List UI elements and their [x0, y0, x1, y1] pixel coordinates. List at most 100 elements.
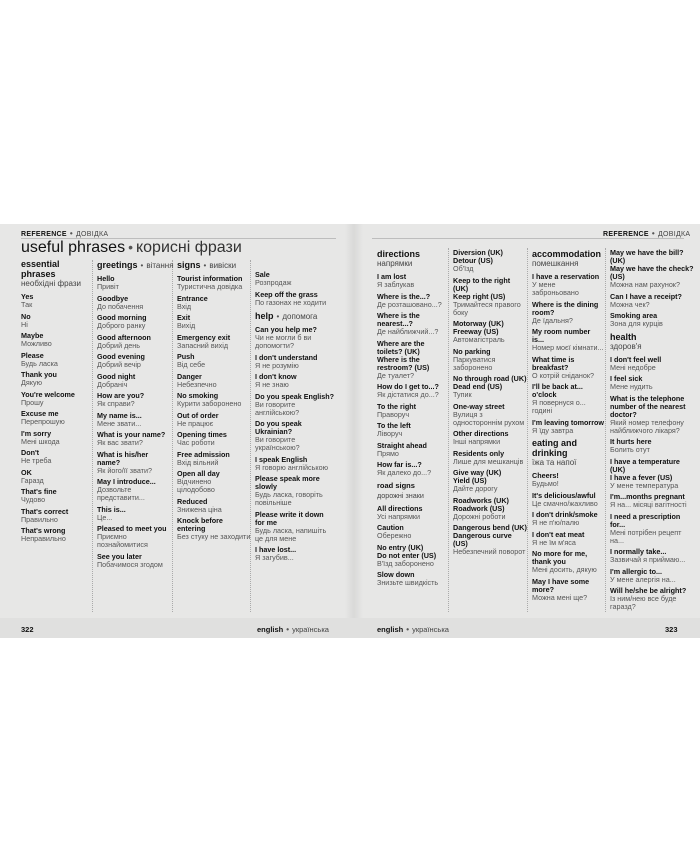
phrase-ukrainian: Знизьте швидкість: [377, 578, 439, 587]
phrase-english: Good night: [97, 371, 136, 381]
phrase-english: health: [610, 331, 637, 342]
bullet-separator: •: [140, 261, 144, 270]
phrase-entry: Dangerous bend (UK) Dangerous curve (US)…: [453, 524, 527, 556]
phrase-english: Do you speak English?: [255, 391, 335, 401]
phrase-ukrainian: Небезпечний поворот: [453, 547, 526, 556]
phrase-entry: I'm...months pregnant Я на... місяці вагі…: [610, 493, 694, 509]
phrase-english: Sale: [255, 270, 270, 279]
phrase-entry: No more for me, thank you Мені досить, дя…: [532, 550, 604, 574]
phrase-entry: Do you speak Ukrainian? Ви говорите украї…: [255, 420, 335, 452]
phrase-entry: To the left Ліворуч: [377, 422, 447, 438]
column-help: Sale Розпродаж Keep off the grass По газона…: [255, 271, 335, 566]
phrase-english: Thank you: [21, 370, 57, 379]
phrase-ukrainian: У мене температура: [610, 480, 679, 490]
phrase-ukrainian: Добрий вечір: [97, 360, 141, 369]
phrase-english: No: [21, 311, 31, 321]
phrase-ukrainian: Мене нудить: [610, 382, 653, 391]
phrase-ukrainian: По газонах не ходити: [255, 297, 327, 307]
phrase-english: OK: [21, 467, 32, 477]
phrase-english: I have a reservation: [532, 272, 600, 281]
phrase-english: Cheers!: [532, 471, 559, 480]
phrase-entry: Residents only Лише для мешканців: [453, 448, 527, 466]
phrase-english: Emergency exit: [177, 332, 231, 342]
section-heading: greetings • вітання: [97, 259, 174, 271]
phrase-ukrainian: Праворуч: [377, 409, 410, 419]
phrase-ukrainian: Вхід: [177, 301, 192, 311]
phrase-ukrainian: Який номер телефону найближчого лікаря?: [610, 417, 684, 435]
phrase-entry: Maybe Можливо: [21, 332, 89, 348]
phrase-ukrainian: Мені потрібен рецепт на...: [610, 527, 682, 545]
running-head-left: REFERENCE • ДОВІДКА: [21, 229, 109, 238]
phrase-english: Roadworks (UK) Roadwork (US): [453, 495, 509, 513]
phrase-english: Residents only: [453, 448, 505, 458]
phrase-ukrainian: Де їдальня?: [532, 315, 573, 325]
phrase-english: Excuse me: [21, 409, 59, 418]
phrase-ukrainian: допомога: [282, 312, 318, 321]
phrase-english: I don't feel well: [610, 354, 662, 364]
phrase-ukrainian: Ні: [21, 319, 28, 329]
phrase-ukrainian: Зона для курців: [610, 319, 663, 328]
phrase-entry: Straight ahead Прямо: [377, 440, 447, 458]
phrase-english: I speak English: [255, 454, 308, 464]
phrase-ukrainian: Небезпечно: [177, 379, 217, 389]
phrase-english: Diversion (UK) Detour (US): [453, 248, 503, 265]
phrase-ukrainian: О котрій сніданок?: [532, 370, 595, 380]
phrase-entry: Tourist information Туристична довідка: [177, 275, 251, 291]
phrase-ukrainian: Прошу: [21, 397, 44, 407]
phrase-entry: Good night Добраніч: [97, 371, 171, 389]
phrase-entry: I don't understand Я не розумію: [255, 353, 335, 370]
phrase-ukrainian: Я не їм м'яса: [532, 537, 576, 547]
bullet-separator: •: [276, 312, 280, 321]
phrase-entry: May we have the bill? (UK) May we have t…: [610, 249, 694, 289]
phrase-entry: I have a temperature (UK) I have a fever…: [610, 457, 694, 490]
phrase-english: Please speak more slowly: [255, 474, 320, 491]
phrase-entry: Do you speak English? Ви говорите англійс…: [255, 391, 335, 417]
phrase-ukrainian: Дозвольте представити...: [97, 485, 145, 502]
title-en: useful phrases: [21, 239, 126, 256]
phrase-entry: Push Від себе: [177, 353, 251, 369]
phrase-entry: That's fine Чудово: [21, 488, 89, 504]
running-head-uk: ДОВІДКА: [657, 231, 691, 238]
phrase-english: eating and drinking: [532, 438, 578, 458]
phrase-ukrainian: Не працює: [177, 418, 214, 428]
phrase-english: essential phrases: [21, 259, 60, 279]
phrase-english: Knock before entering: [177, 516, 223, 533]
phrase-ukrainian: Автомагістраль: [453, 335, 505, 344]
phrase-ukrainian: їжа та напої: [532, 458, 577, 467]
phrase-ukrainian: Можна нам рахунок?: [610, 280, 680, 289]
phrase-entry: Hello Привіт: [97, 275, 171, 291]
phrase-ukrainian: Можливо: [21, 339, 52, 348]
phrase-english: What is his/her name?: [97, 449, 149, 467]
phrase-entry: Give way (UK) Yield (US) Дайте дорогу: [453, 469, 527, 493]
phrase-ukrainian: Чи не могли б ви допомогти?: [255, 333, 312, 350]
phrase-ukrainian: Як справи?: [97, 399, 135, 408]
column-separator: [448, 248, 449, 612]
phrase-entry: Keep off the grass По газонах не ходити: [255, 290, 335, 307]
phrase-entry: Where are the toilets? (UK) Where is the…: [377, 339, 447, 380]
phrase-ukrainian: Із ним/нею все буде гаразд?: [610, 594, 677, 611]
phrase-english: No entry (UK) Do not enter (US): [377, 542, 437, 560]
phrase-english: Good evening: [97, 352, 145, 361]
phrase-ukrainian: Номер моєї кімнати...: [532, 343, 604, 352]
footer-en: english: [377, 625, 404, 634]
phrase-entry: I normally take... Зазвичай я приймаю...: [610, 548, 694, 564]
phrase-english: What is your name?: [97, 430, 166, 439]
phrase-english: help: [255, 311, 274, 321]
phrase-ukrainian: Чудово: [21, 495, 46, 504]
section-heading: road signs дорожні знаки: [377, 481, 447, 501]
phrase-entry: Where is the nearest...? Де найближчий...…: [377, 312, 447, 336]
phrase-entry: That's wrong Неправильно: [21, 527, 89, 543]
phrase-english: Straight ahead: [377, 440, 427, 450]
phrase-entry: Good evening Добрий вечір: [97, 353, 171, 369]
phrase-entry: What time is breakfast? О котрій сніданок…: [532, 355, 604, 380]
phrase-english: Slow down: [377, 570, 415, 579]
phrase-entry: Will he/she be alright? Із ним/нею все бу…: [610, 587, 694, 611]
phrase-ukrainian: Будь ласка: [21, 358, 58, 368]
phrase-english: See you later: [97, 551, 142, 561]
phrase-ukrainian: До побачення: [97, 301, 144, 311]
phrase-english: You're welcome: [21, 389, 75, 399]
section-heading: signs • вивіски: [177, 259, 251, 271]
phrase-ukrainian: Як його/її звати?: [97, 465, 152, 475]
phrase-english: I'm allergic to...: [610, 566, 663, 576]
phrase-ukrainian: Вихід: [177, 321, 196, 330]
